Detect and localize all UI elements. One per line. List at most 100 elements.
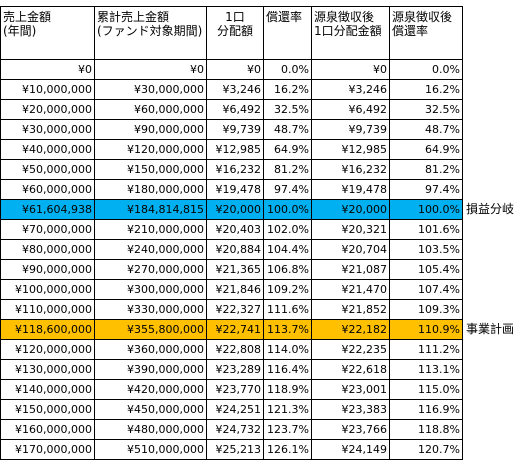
after-tax-distribution-cell: ¥22,235 [311,339,390,360]
annual-sales-cell: ¥140,000,000 [0,379,95,400]
header-row: 売上金額 (年間) 累計売上金額 (ファンド対象期間) 1口 分配額 償還率 源泉徴収… [0,6,517,60]
after-tax-distribution-cell: ¥24,149 [311,439,390,460]
redemption-rate-cell: 123.7% [263,419,312,440]
annual-sales-cell: ¥110,000,000 [0,299,95,320]
row-note [463,220,517,240]
redemption-rate-cell: 116.4% [263,359,312,380]
header-cumulative-sales: 累計売上金額 (ファンド対象期間) [94,6,207,60]
row-note: 損益分岐 [466,202,515,216]
distribution-cell: ¥20,884 [206,239,264,260]
distribution-cell: ¥21,365 [206,259,264,280]
after-tax-redemption-rate-cell: 120.7% [389,439,463,460]
cumulative-sales-cell: ¥90,000,000 [94,119,207,140]
distribution-cell: ¥16,232 [206,159,264,180]
table-row: ¥50,000,000 ¥150,000,000 ¥16,232 81.2% ¥16,2… [0,159,517,180]
row-note [463,360,517,380]
cumulative-sales-cell: ¥240,000,000 [94,239,207,260]
distribution-cell: ¥20,000 [206,199,264,220]
table-row: ¥80,000,000 ¥240,000,000 ¥20,884 104.4% ¥20,… [0,239,517,260]
row-note [463,180,517,200]
after-tax-distribution-cell: ¥23,383 [311,399,390,420]
header-per-unit-distribution: 1口 分配額 [206,6,264,60]
distribution-table: 売上金額 (年間) 累計売上金額 (ファンド対象期間) 1口 分配額 償還率 源泉徴収… [0,6,517,460]
cumulative-sales-cell: ¥150,000,000 [94,159,207,180]
annual-sales-cell: ¥150,000,000 [0,399,95,420]
table-row: ¥110,000,000 ¥330,000,000 ¥22,327 111.6% ¥21… [0,299,517,320]
table-row: ¥70,000,000 ¥210,000,000 ¥20,403 102.0% ¥20,… [0,219,517,240]
annual-sales-cell: ¥70,000,000 [0,219,95,240]
after-tax-redemption-rate-cell: 118.8% [389,419,463,440]
after-tax-redemption-rate-cell: 32.5% [389,99,463,120]
redemption-rate-cell: 0.0% [263,59,312,80]
cumulative-sales-cell: ¥355,800,000 [94,319,207,340]
after-tax-redemption-rate-cell: 103.5% [389,239,463,260]
redemption-rate-cell: 114.0% [263,339,312,360]
row-note [463,140,517,160]
distribution-cell: ¥12,985 [206,139,264,160]
row-note [463,60,517,80]
after-tax-distribution-cell: ¥23,766 [311,419,390,440]
distribution-cell: ¥24,732 [206,419,264,440]
after-tax-distribution-cell: ¥9,739 [311,119,390,140]
annual-sales-cell: ¥50,000,000 [0,159,95,180]
distribution-cell: ¥22,808 [206,339,264,360]
after-tax-distribution-cell: ¥0 [311,59,390,80]
table-row: ¥170,000,000 ¥510,000,000 ¥25,213 126.1% ¥24… [0,439,517,460]
cumulative-sales-cell: ¥360,000,000 [94,339,207,360]
after-tax-distribution-cell: ¥20,000 [311,199,390,220]
after-tax-redemption-rate-cell: 64.9% [389,139,463,160]
annual-sales-cell: ¥10,000,000 [0,79,95,100]
annual-sales-cell: ¥160,000,000 [0,419,95,440]
header-annual-sales: 売上金額 (年間) [0,6,95,60]
cumulative-sales-cell: ¥60,000,000 [94,99,207,120]
redemption-rate-cell: 81.2% [263,159,312,180]
after-tax-distribution-cell: ¥20,704 [311,239,390,260]
distribution-cell: ¥9,739 [206,119,264,140]
header-note-spacer [463,7,517,60]
cumulative-sales-cell: ¥210,000,000 [94,219,207,240]
row-note [463,260,517,280]
row-note [463,160,517,180]
table-row: ¥100,000,000 ¥300,000,000 ¥21,846 109.2% ¥21… [0,279,517,300]
table-row: ¥130,000,000 ¥390,000,000 ¥23,289 116.4% ¥22… [0,359,517,380]
row-note [463,80,517,100]
redemption-rate-cell: 64.9% [263,139,312,160]
distribution-cell: ¥20,403 [206,219,264,240]
distribution-cell: ¥22,741 [206,319,264,340]
cumulative-sales-cell: ¥184,814,815 [94,199,207,220]
row-note [463,120,517,140]
cumulative-sales-cell: ¥450,000,000 [94,399,207,420]
distribution-cell: ¥22,327 [206,299,264,320]
redemption-rate-cell: 32.5% [263,99,312,120]
after-tax-distribution-cell: ¥6,492 [311,99,390,120]
annual-sales-cell: ¥80,000,000 [0,239,95,260]
table-row: ¥160,000,000 ¥480,000,000 ¥24,732 123.7% ¥23… [0,419,517,440]
after-tax-redemption-rate-cell: 116.9% [389,399,463,420]
after-tax-redemption-rate-cell: 113.1% [389,359,463,380]
row-note [463,400,517,420]
after-tax-distribution-cell: ¥16,232 [311,159,390,180]
annual-sales-cell: ¥100,000,000 [0,279,95,300]
table-row: ¥10,000,000 ¥30,000,000 ¥3,246 16.2% ¥3,246 1… [0,79,517,100]
annual-sales-cell: ¥118,600,000 [0,319,95,340]
table-row: ¥30,000,000 ¥90,000,000 ¥9,739 48.7% ¥9,739 4… [0,119,517,140]
after-tax-redemption-rate-cell: 97.4% [389,179,463,200]
cumulative-sales-cell: ¥120,000,000 [94,139,207,160]
distribution-cell: ¥3,246 [206,79,264,100]
redemption-rate-cell: 106.8% [263,259,312,280]
redemption-rate-cell: 126.1% [263,439,312,460]
annual-sales-cell: ¥61,604,938 [0,199,95,220]
redemption-rate-cell: 113.7% [263,319,312,340]
redemption-rate-cell: 102.0% [263,219,312,240]
distribution-cell: ¥21,846 [206,279,264,300]
after-tax-redemption-rate-cell: 48.7% [389,119,463,140]
redemption-rate-cell: 121.3% [263,399,312,420]
table-row: ¥20,000,000 ¥60,000,000 ¥6,492 32.5% ¥6,492 3… [0,99,517,120]
distribution-cell: ¥19,478 [206,179,264,200]
cumulative-sales-cell: ¥0 [94,59,207,80]
header-after-tax-redemption-rate: 源泉徴収後 償還率 [389,6,463,60]
redemption-rate-cell: 118.9% [263,379,312,400]
cumulative-sales-cell: ¥420,000,000 [94,379,207,400]
row-note: 事業計画 [466,322,515,336]
after-tax-distribution-cell: ¥3,246 [311,79,390,100]
